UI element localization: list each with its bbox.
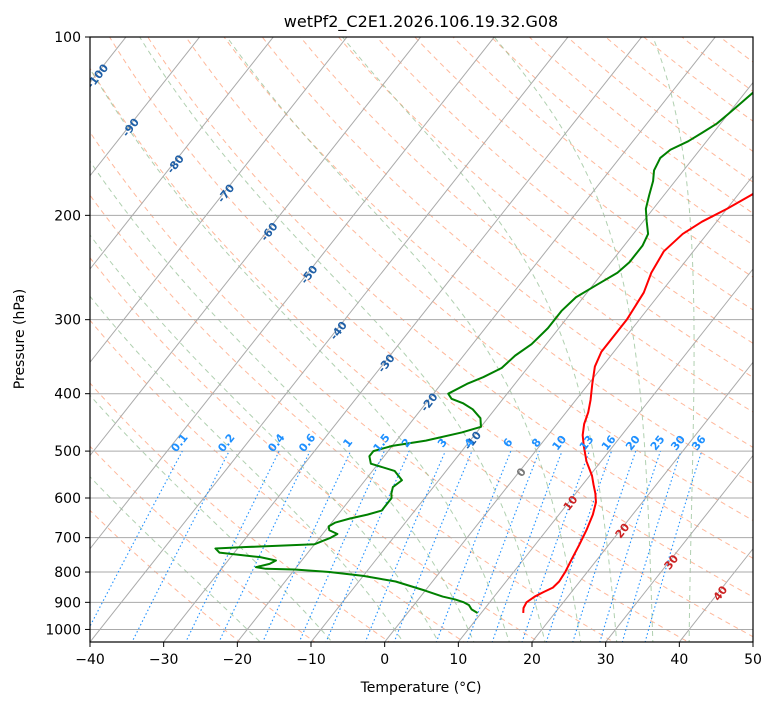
y-tick-label: 400 — [54, 387, 81, 403]
y-tick-label: 700 — [54, 531, 81, 547]
y-tick-label: 500 — [54, 444, 81, 460]
x-tick-label: 20 — [523, 652, 541, 668]
x-tick-label: 30 — [597, 652, 615, 668]
y-tick-label: 200 — [54, 208, 81, 224]
chart-title: wetPf2_C2E1.2026.106.19.32.G08 — [284, 12, 558, 32]
y-axis-title: Pressure (hPa) — [12, 289, 28, 389]
y-tick-label: 100 — [54, 30, 81, 46]
x-tick-label: −30 — [149, 652, 179, 668]
x-tick-label: 50 — [744, 652, 762, 668]
x-tick-label: 10 — [449, 652, 467, 668]
y-tick-label: 300 — [54, 313, 81, 329]
x-tick-label: −20 — [223, 652, 253, 668]
x-tick-label: 0 — [380, 652, 389, 668]
x-tick-label: 40 — [670, 652, 688, 668]
x-tick-label: −40 — [75, 652, 105, 668]
y-tick-label: 1000 — [45, 622, 81, 638]
x-axis-title: Temperature (°C) — [360, 680, 482, 696]
y-tick-label: 600 — [54, 491, 81, 507]
x-tick-label: −10 — [296, 652, 326, 668]
y-tick-label: 900 — [54, 595, 81, 611]
y-tick-label: 800 — [54, 565, 81, 581]
